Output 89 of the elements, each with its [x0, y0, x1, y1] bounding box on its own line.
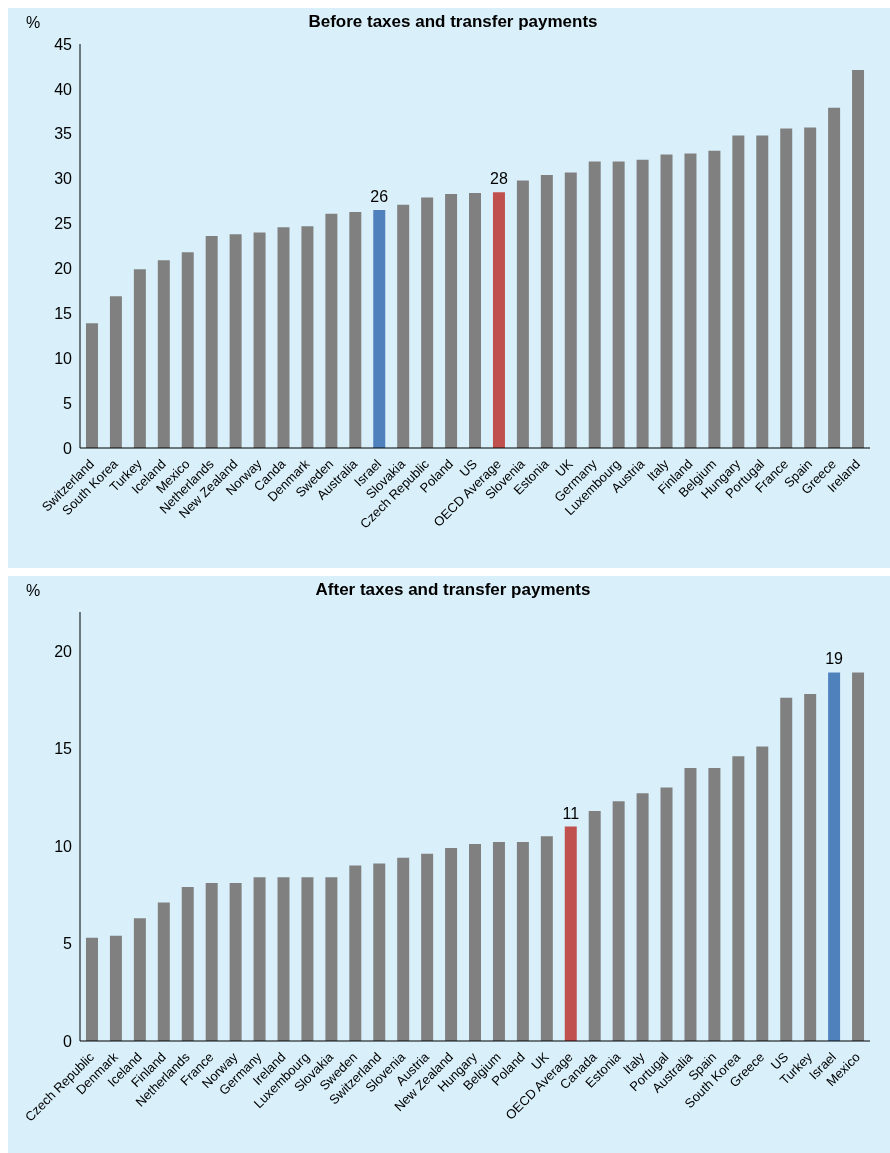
bar — [181, 252, 194, 448]
y-tick-label: 5 — [63, 935, 73, 953]
bar — [85, 937, 98, 1041]
y-tick-label: 10 — [54, 349, 73, 367]
data-label: 19 — [825, 650, 844, 668]
bar — [492, 192, 505, 448]
bar — [852, 672, 865, 1041]
bar — [684, 153, 697, 448]
bar — [756, 746, 769, 1041]
bar — [157, 260, 170, 448]
bar — [852, 70, 865, 448]
bar — [612, 161, 625, 448]
bar — [828, 672, 841, 1041]
bar — [732, 135, 745, 448]
bar — [756, 135, 769, 448]
bar — [660, 154, 673, 448]
bar — [588, 161, 601, 448]
bar — [564, 172, 577, 448]
bar — [301, 226, 314, 448]
bar — [229, 234, 242, 448]
bar — [325, 877, 338, 1041]
bar — [421, 853, 434, 1041]
data-label: 28 — [490, 170, 508, 188]
bar — [708, 768, 721, 1041]
bar — [301, 877, 314, 1041]
bar — [109, 935, 122, 1041]
y-tick-label: 20 — [54, 642, 73, 660]
bar — [516, 180, 529, 448]
bar — [588, 810, 601, 1041]
bar — [804, 693, 817, 1041]
y-axis-title: % — [26, 14, 41, 32]
y-tick-label: 15 — [54, 305, 73, 323]
bar — [780, 697, 793, 1041]
bar — [469, 844, 482, 1041]
bar — [492, 842, 505, 1041]
bar — [205, 883, 218, 1041]
bar — [253, 877, 266, 1041]
y-tick-label: 25 — [54, 215, 73, 233]
bar — [253, 232, 266, 448]
y-tick-label: 10 — [54, 837, 73, 855]
bar — [636, 793, 649, 1041]
bar — [397, 204, 410, 448]
bar — [612, 801, 625, 1041]
y-tick-label: 20 — [54, 260, 73, 278]
bar — [85, 323, 98, 448]
bar — [277, 877, 290, 1041]
y-tick-label: 15 — [54, 740, 73, 758]
bar — [157, 902, 170, 1041]
bar — [684, 768, 697, 1041]
bar — [373, 210, 386, 448]
bar — [133, 269, 146, 448]
bar — [133, 918, 146, 1041]
y-tick-label: 40 — [54, 80, 73, 98]
bar — [804, 127, 817, 448]
bar — [780, 128, 793, 448]
bar — [516, 842, 529, 1041]
bar — [349, 211, 362, 448]
data-label: 11 — [562, 804, 580, 822]
bar — [349, 865, 362, 1041]
chart-title: After taxes and transfer payments — [315, 580, 591, 599]
bar — [636, 159, 649, 448]
bar — [540, 836, 553, 1041]
bar — [732, 756, 745, 1041]
bar — [828, 107, 841, 448]
bar — [540, 175, 553, 448]
bar — [708, 150, 721, 448]
bar — [229, 883, 242, 1041]
chart-title: Before taxes and transfer payments — [308, 12, 598, 31]
y-tick-label: 5 — [63, 394, 73, 412]
bar — [469, 193, 482, 448]
bar — [181, 886, 194, 1041]
bar — [445, 193, 458, 448]
bar — [325, 213, 338, 448]
data-label: 26 — [370, 188, 389, 206]
bar — [564, 826, 577, 1041]
bar — [373, 863, 386, 1041]
bar — [421, 197, 434, 448]
bar — [397, 857, 410, 1041]
bar — [660, 787, 673, 1041]
y-tick-label: 0 — [63, 439, 73, 457]
y-tick-label: 45 — [54, 35, 73, 53]
bar — [445, 847, 458, 1041]
y-tick-label: 30 — [54, 170, 73, 188]
y-axis-title: % — [26, 582, 41, 600]
y-tick-label: 35 — [54, 125, 73, 143]
y-tick-label: 0 — [63, 1032, 73, 1050]
bar — [109, 296, 122, 448]
bar — [205, 236, 218, 448]
bar — [277, 227, 290, 448]
